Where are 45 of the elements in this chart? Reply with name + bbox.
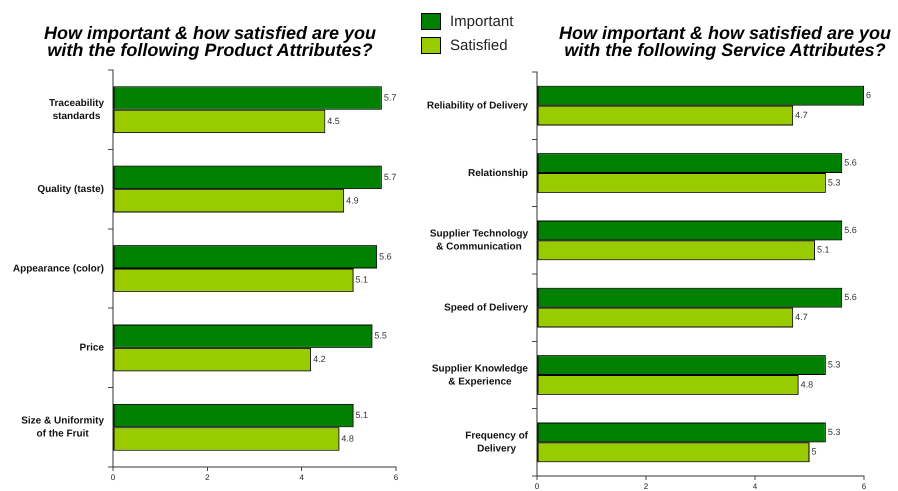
data-label: 4.8 [800,379,814,390]
y-tick-label: Speed of Delivery [444,302,528,314]
y-tick-label: Frequency of Delivery [465,430,529,455]
x-tick-label: 0 [534,482,540,491]
data-label: 5.3 [828,426,840,437]
data-label: 4.7 [795,110,808,120]
data-label: 4.5 [327,116,340,126]
y-tick-label: Relationship [468,168,528,179]
data-label: 5.6 [844,224,857,235]
data-label: 5.6 [844,158,857,168]
y-tick-label: Traceability standards [48,98,104,122]
data-label: 6 [866,90,872,100]
chart-title: How important & how satisfied are you with the following Service Attributes? [558,23,892,60]
data-label: 5.6 [379,251,392,262]
data-label: 4.2 [313,354,326,364]
data-label: 5.7 [384,172,396,182]
legend-label: Important [450,12,514,30]
data-label: 5.5 [374,330,387,341]
x-tick-label: 2 [644,482,649,491]
x-tick-label: 4 [752,482,758,491]
data-label: 5.6 [844,292,857,302]
legend-label: Satisfied [450,36,508,54]
data-label: 5.1 [356,410,368,420]
y-tick-label: Appearance (color) [12,263,104,274]
data-label: 5 [812,446,817,457]
chart-title: How important & how satisfied are you with the following Product Attributes? [42,23,378,60]
data-label: 5.1 [356,274,368,285]
data-label: 5.3 [828,360,840,370]
data-label: 4.9 [346,195,359,206]
x-tick-label: 6 [394,473,399,482]
y-tick-label: Size & Uniformity of the Fruit [21,416,104,440]
x-tick-label: 6 [862,482,867,491]
y-tick-label: Price [80,342,104,354]
x-tick-label: 4 [299,473,304,482]
y-tick-label: Reliability of Delivery [426,100,528,112]
data-label: 5.7 [384,92,396,102]
y-tick-label: Quality (taste) [37,184,104,195]
data-label: 4.8 [341,433,354,444]
y-tick-label: Supplier Knowledge & Experience [432,363,528,388]
y-tick-label: Supplier Technology & Communication [430,228,528,253]
x-tick-label: 2 [205,473,210,482]
data-label: 5.3 [828,177,840,188]
data-label: 4.7 [795,312,808,322]
data-label: 5.1 [816,244,830,255]
x-tick-label: 0 [110,473,116,482]
